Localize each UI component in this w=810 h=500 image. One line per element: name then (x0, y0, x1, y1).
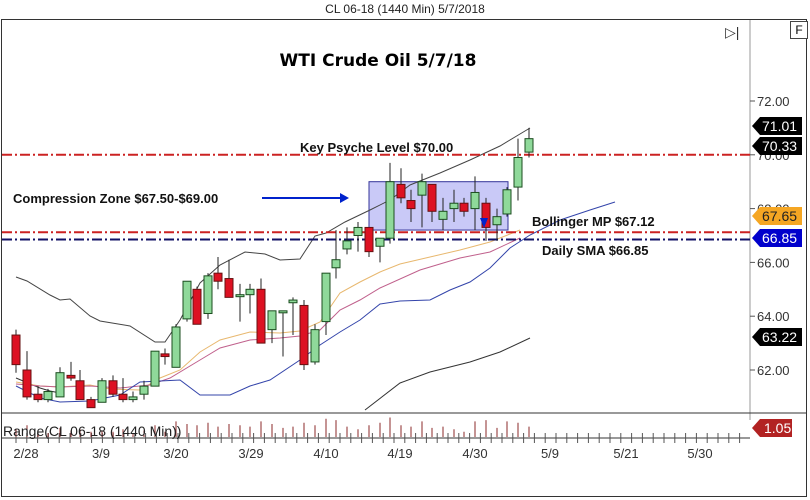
candle[interactable] (310, 329, 320, 363)
candle[interactable] (385, 181, 395, 239)
candle[interactable] (288, 299, 298, 304)
candle[interactable] (150, 350, 160, 387)
x-tick-label: 3/20 (163, 446, 188, 461)
annotation-bollinger-mp: Bollinger MP $67.12 (532, 214, 655, 229)
candle[interactable] (139, 385, 149, 395)
candle[interactable] (235, 294, 245, 298)
annotation-key-psyche: Key Psyche Level $70.00 (300, 140, 453, 155)
candle[interactable] (55, 372, 65, 398)
candle[interactable] (375, 237, 385, 247)
x-tick-label: 3/9 (92, 446, 110, 461)
annotation-compression-zone: Compression Zone $67.50-$69.00 (13, 191, 218, 206)
candle[interactable] (353, 226, 363, 236)
candle[interactable] (364, 226, 374, 253)
candle[interactable] (203, 275, 213, 315)
x-tick-label: 4/30 (462, 446, 487, 461)
x-tick-label: 5/30 (687, 446, 712, 461)
candle[interactable] (118, 393, 128, 401)
down-arrow-icon (480, 218, 488, 228)
candle[interactable] (299, 304, 309, 366)
candle[interactable] (524, 138, 534, 153)
candle[interactable] (11, 334, 21, 366)
candle[interactable] (342, 240, 352, 250)
range-value-tag (752, 419, 792, 437)
candle[interactable] (481, 202, 491, 228)
candle[interactable] (22, 369, 32, 398)
arrow-icon (340, 193, 349, 203)
candle[interactable] (256, 288, 266, 344)
price-tag (752, 229, 802, 247)
candle[interactable] (245, 288, 255, 296)
svg-text:1.05: 1.05 (764, 420, 791, 436)
x-tick-label: 5/21 (613, 446, 638, 461)
sma-10-line (15, 229, 521, 391)
chart-frame (1, 19, 807, 497)
candle[interactable] (459, 202, 469, 212)
x-tick-label: 4/10 (313, 446, 338, 461)
candle[interactable] (438, 210, 448, 220)
candle[interactable] (267, 310, 277, 331)
bollinger-lower-line-2 (364, 337, 531, 411)
candle[interactable] (502, 189, 512, 215)
candle[interactable] (213, 272, 223, 282)
candle[interactable] (492, 216, 502, 226)
svg-text:66.85: 66.85 (762, 230, 797, 246)
candle[interactable] (192, 288, 202, 325)
candle[interactable] (66, 374, 76, 379)
candle[interactable] (97, 380, 107, 403)
candle[interactable] (513, 156, 523, 188)
candle[interactable] (108, 380, 118, 395)
candle[interactable] (33, 393, 43, 401)
chart-title: WTI Crude Oil 5/7/18 (280, 51, 477, 71)
candle[interactable] (417, 181, 427, 196)
svg-text:71.01: 71.01 (762, 118, 797, 134)
candle[interactable] (396, 183, 406, 199)
x-tick-label: 4/19 (387, 446, 412, 461)
candle[interactable] (171, 326, 181, 368)
candle[interactable] (427, 183, 437, 212)
candle[interactable] (224, 278, 234, 298)
sma-50-line (15, 201, 616, 403)
range-pane-label: Range(CL 06-18 (1440 Min)) (3, 423, 181, 439)
candle[interactable] (449, 202, 459, 210)
svg-text:70.33: 70.33 (762, 138, 797, 154)
candle[interactable] (43, 391, 53, 401)
x-tick-label: 5/9 (541, 446, 559, 461)
candle[interactable] (182, 280, 192, 320)
y-tick-label: 62.00 (757, 363, 790, 378)
x-tick-label: 3/29 (238, 446, 263, 461)
price-tag (752, 328, 802, 346)
candle[interactable] (86, 399, 96, 409)
candle[interactable] (470, 191, 480, 210)
y-tick-label: 72.00 (757, 94, 790, 109)
price-tag (752, 207, 802, 225)
svg-text:67.65: 67.65 (762, 208, 797, 224)
window-caption: CL 06-18 (1440 Min) 5/7/2018 (325, 2, 485, 16)
annotation-daily-sma: Daily SMA $66.85 (542, 243, 648, 258)
candle[interactable] (278, 310, 288, 314)
candle[interactable] (331, 259, 341, 269)
candle[interactable] (128, 396, 138, 401)
svg-text:63.22: 63.22 (762, 329, 797, 345)
y-tick-label: 66.00 (757, 255, 790, 270)
bollinger-upper-line (15, 127, 531, 343)
y-tick-label: 64.00 (757, 309, 790, 324)
candle[interactable] (321, 272, 331, 323)
f-button[interactable]: F (790, 21, 808, 39)
candle[interactable] (160, 353, 170, 358)
candle[interactable] (75, 380, 85, 401)
price-tag (752, 137, 802, 155)
x-tick-label: 2/28 (13, 446, 38, 461)
skip-to-end-icon[interactable]: ▷| (725, 24, 740, 40)
candle[interactable] (406, 200, 416, 210)
price-tag (752, 117, 802, 135)
